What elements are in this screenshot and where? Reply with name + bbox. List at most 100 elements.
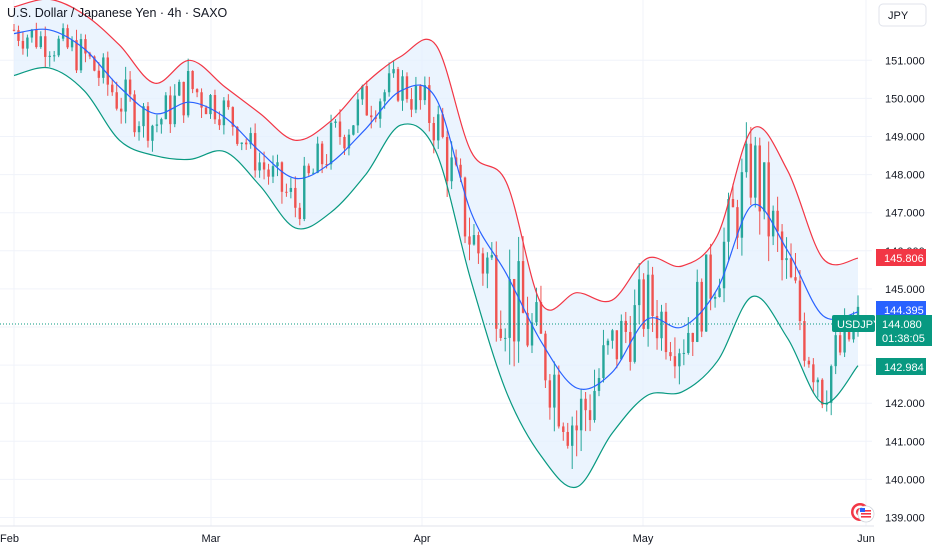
- event-flags-icon[interactable]: [851, 503, 875, 523]
- candle-body: [204, 107, 208, 115]
- candle-body: [611, 330, 614, 341]
- candle-body: [785, 258, 788, 261]
- candle-body: [588, 410, 592, 421]
- candle-body: [97, 70, 101, 78]
- candle-body: [84, 39, 87, 54]
- symbol-badge[interactable]: USDJPY: [832, 315, 881, 332]
- candle-body: [396, 69, 400, 101]
- candle-body: [731, 199, 735, 208]
- candle-body: [419, 85, 422, 101]
- candle-body: [584, 398, 587, 411]
- candle-body: [262, 162, 266, 170]
- candle-body: [794, 277, 797, 281]
- candle-body: [669, 352, 672, 357]
- candle-body: [133, 94, 136, 133]
- candle-body: [615, 330, 619, 360]
- candle-body: [557, 374, 561, 427]
- last-price-value: 144.080: [882, 319, 922, 331]
- candle-body: [700, 281, 703, 332]
- price-tick-label: 150.000: [885, 93, 925, 105]
- candle-body: [740, 172, 744, 238]
- candle-body: [718, 288, 721, 297]
- candle-body: [392, 69, 395, 74]
- time-tick-label: Mar: [202, 533, 221, 545]
- candle-body: [102, 57, 105, 78]
- candle-body: [280, 162, 284, 192]
- price-tick-label: 145.000: [885, 284, 925, 296]
- candle-body: [776, 210, 779, 232]
- candle-body: [432, 122, 435, 141]
- candle-body: [365, 86, 368, 116]
- candle-body: [803, 321, 806, 361]
- candle-body: [812, 364, 815, 383]
- basis-value: 144.395: [884, 305, 924, 317]
- candle-body: [137, 126, 141, 133]
- last-price-badge: 144.080 01:38:05: [876, 315, 932, 346]
- candle-body: [450, 157, 453, 182]
- candle-body: [423, 85, 427, 101]
- basis-line: [13, 28, 859, 390]
- candle-body: [696, 281, 699, 342]
- candle-body: [151, 125, 154, 141]
- candle-body: [44, 36, 47, 57]
- candle-body: [191, 70, 194, 90]
- candle-body: [142, 106, 145, 127]
- line-layer: [13, 0, 859, 489]
- candle-body: [789, 258, 793, 278]
- candle-body: [830, 366, 833, 403]
- candle-body: [437, 114, 440, 141]
- candle-body: [70, 40, 74, 48]
- candle-body: [186, 70, 190, 116]
- countdown-value: 01:38:05: [882, 333, 925, 345]
- candle-body: [477, 235, 480, 254]
- candle-body: [258, 162, 261, 171]
- price-tick-label: 142.000: [885, 398, 925, 410]
- candle-body: [499, 328, 502, 338]
- candle-body: [651, 274, 654, 316]
- time-tick-label: Apr: [413, 533, 430, 545]
- upper-band-value: 145.806: [884, 253, 924, 265]
- candle-body: [629, 331, 632, 362]
- candle-body: [521, 261, 525, 313]
- candle-body: [660, 311, 663, 339]
- candle-body: [624, 320, 627, 332]
- candle-body: [713, 296, 717, 299]
- candle-body: [48, 55, 51, 57]
- time-tick-label: May: [633, 533, 654, 545]
- candle-body: [75, 40, 78, 71]
- candle-body: [370, 115, 373, 118]
- candle-body: [195, 89, 199, 93]
- candle-body: [35, 29, 38, 48]
- candle-body: [182, 81, 185, 116]
- candle-body: [17, 30, 20, 41]
- candle-body: [602, 345, 605, 378]
- candle-body: [486, 257, 489, 274]
- candle-body: [30, 29, 34, 38]
- time-axis[interactable]: Feb Mar Apr May Jun: [0, 525, 875, 545]
- candle-body: [285, 191, 288, 193]
- candle-body: [736, 207, 739, 238]
- candle-body: [338, 121, 342, 137]
- candle-body: [236, 126, 239, 144]
- candle-body: [758, 145, 761, 212]
- candle-body: [383, 92, 386, 102]
- candle-body: [468, 236, 471, 245]
- candle-body: [329, 122, 333, 165]
- candle-body: [530, 322, 534, 346]
- candle-body: [303, 165, 306, 220]
- candle-body: [495, 255, 498, 329]
- candle-body: [472, 235, 476, 245]
- candle-body: [709, 254, 712, 299]
- currency-selector[interactable]: JPY: [878, 3, 927, 27]
- candle-body: [566, 431, 569, 446]
- candle-body: [445, 137, 449, 182]
- candle-body: [352, 125, 355, 135]
- candle-body: [320, 143, 324, 165]
- candle-body: [119, 108, 123, 112]
- upper-band-line: [13, 0, 859, 311]
- candle-body: [410, 99, 413, 110]
- candle-body: [124, 79, 127, 112]
- chart-title: U.S. Dollar / Japanese Yen · 4h · SAXO: [7, 6, 228, 20]
- candle-body: [39, 36, 42, 48]
